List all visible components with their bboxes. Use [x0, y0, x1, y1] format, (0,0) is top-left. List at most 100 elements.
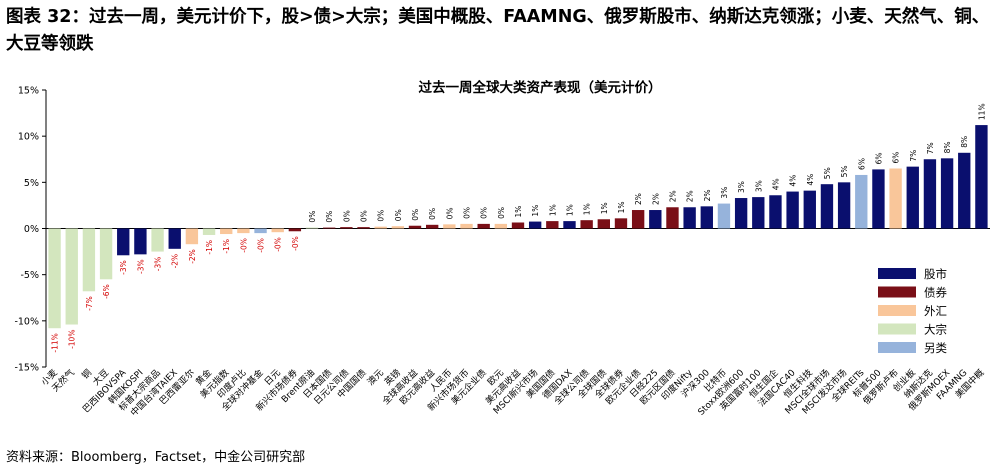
data-label: 0% — [445, 207, 454, 219]
data-label: 2% — [668, 190, 677, 202]
bar — [271, 228, 284, 233]
bar — [443, 224, 456, 229]
bar — [769, 195, 782, 229]
data-label: 2% — [634, 193, 643, 205]
bar — [305, 227, 319, 229]
data-label: 1% — [548, 204, 557, 216]
bar — [323, 227, 336, 229]
data-labels: -11% -10% -7% -6% -3% -3% -3% -2% -2% -1% -1% -0% -0… — [51, 103, 987, 352]
data-label: 3% — [754, 180, 763, 192]
bar — [580, 220, 593, 229]
data-label: -3% — [136, 259, 145, 274]
bar — [872, 169, 885, 229]
data-label: 0% — [308, 211, 317, 223]
source-note: 资料来源：Bloomberg，Factset，中金公司研究部 — [6, 450, 306, 465]
legend-label: 大宗 — [924, 323, 947, 337]
data-label: 3% — [720, 187, 729, 199]
bars — [48, 125, 988, 329]
data-label: 1% — [565, 204, 574, 216]
data-label: 3% — [737, 181, 746, 193]
bar — [837, 182, 851, 229]
data-label: 7% — [909, 150, 918, 162]
legend-swatch — [878, 305, 916, 316]
bar — [528, 221, 542, 229]
data-label: 0% — [377, 210, 386, 222]
data-label: 6% — [892, 152, 901, 164]
data-label: 0% — [342, 210, 351, 222]
data-label: -0% — [274, 237, 283, 252]
data-label: 0% — [497, 207, 506, 219]
legend-swatch — [878, 286, 916, 298]
legend-label: 股市 — [924, 267, 947, 281]
data-label: 0% — [325, 211, 334, 223]
data-label: -3% — [119, 260, 128, 275]
data-label: -10% — [68, 330, 77, 349]
bar — [563, 221, 576, 229]
bar — [117, 228, 130, 256]
bar — [940, 158, 954, 229]
data-label: 1% — [514, 206, 523, 218]
data-label: 4% — [789, 175, 798, 187]
bar — [494, 223, 508, 229]
data-label: -1% — [222, 239, 231, 254]
bar — [254, 228, 267, 234]
bar — [220, 228, 233, 235]
data-label: -0% — [257, 238, 266, 253]
bar — [99, 228, 113, 280]
y-tick-label: 5% — [24, 178, 39, 189]
y-tick-label: -10% — [14, 316, 39, 327]
bar — [65, 228, 78, 325]
data-label: -1% — [205, 240, 214, 255]
bar — [408, 225, 422, 229]
bar — [683, 207, 696, 229]
bar — [786, 191, 799, 229]
bar — [340, 227, 353, 229]
bar — [958, 152, 971, 229]
bar — [288, 228, 302, 232]
bar — [48, 228, 61, 329]
bar — [460, 223, 473, 229]
y-tick-label: 0% — [24, 224, 39, 235]
legend-swatch — [878, 323, 916, 335]
bar — [426, 224, 439, 229]
legend-swatch — [878, 342, 916, 353]
bar — [597, 219, 610, 229]
data-label: -7% — [85, 296, 94, 311]
figure-title: 图表 32：过去一周，美元计价下，股>债>大宗；美国中概股、FAAMNG、俄罗斯… — [6, 7, 990, 54]
bar — [374, 226, 387, 229]
data-label: 1% — [617, 201, 626, 213]
bar — [803, 190, 816, 229]
x-tick-label: 澳元 — [365, 367, 386, 388]
bar — [734, 198, 748, 229]
bar — [546, 221, 559, 229]
legend-swatch — [878, 268, 916, 279]
data-label: 0% — [428, 208, 437, 220]
data-label: 0% — [480, 207, 489, 219]
data-label: 2% — [686, 190, 695, 202]
bar — [237, 228, 250, 234]
data-label: -0% — [239, 238, 248, 253]
data-label: 11% — [977, 103, 986, 120]
legend-label: 另类 — [924, 341, 947, 355]
bar — [700, 206, 713, 229]
data-label: 0% — [411, 209, 420, 221]
bar — [820, 184, 834, 229]
data-label: -2% — [171, 254, 180, 269]
bar — [357, 227, 370, 229]
bar — [151, 228, 164, 252]
bar — [975, 125, 988, 229]
bar — [614, 218, 628, 229]
y-tick-label: 10% — [18, 132, 39, 143]
data-label: 6% — [857, 158, 866, 170]
bar — [717, 203, 731, 229]
bar — [511, 222, 525, 229]
data-label: -11% — [51, 333, 60, 352]
data-label: 2% — [703, 189, 712, 201]
bar — [185, 228, 199, 245]
data-label: -3% — [154, 257, 163, 272]
data-label: 8% — [960, 136, 969, 148]
bar — [168, 228, 181, 249]
